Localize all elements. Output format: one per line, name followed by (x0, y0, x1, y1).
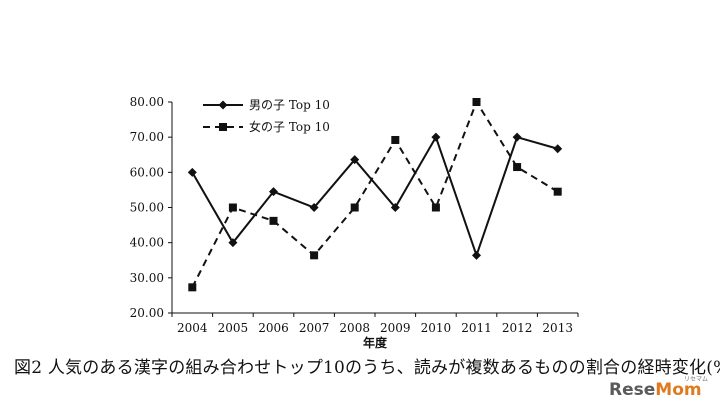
data-point-diamond (187, 167, 197, 177)
data-point-diamond (431, 132, 441, 142)
data-point-diamond (553, 144, 563, 154)
chart-legend: 男の子 Top 10 女の子 Top 10 (203, 98, 330, 134)
series-girls (188, 98, 562, 292)
logo-main: Rese (609, 380, 656, 400)
series-line (191, 134, 558, 259)
data-point-square (188, 283, 197, 292)
logo-subtext: リセマム (684, 376, 709, 383)
x-tick-label: 2012 (502, 321, 533, 335)
data-point-diamond (228, 238, 238, 248)
data-point-square (350, 203, 359, 212)
y-tick-label: 70.00 (130, 130, 164, 144)
data-point-diamond (512, 132, 522, 142)
data-point-diamond (309, 203, 319, 212)
data-point-square (431, 203, 440, 212)
y-tick-label: 80.00 (130, 95, 164, 109)
data-point-diamond (269, 187, 278, 197)
y-axis-ticks: 20.00 30.00 40.00 50.00 60.00 70.00 80.00 (130, 95, 172, 320)
data-point-diamond (350, 155, 360, 165)
x-tick-label: 2004 (177, 321, 208, 335)
x-tick-label: 2013 (542, 321, 573, 335)
y-tick-label: 60.00 (130, 165, 164, 179)
line-chart: 20.00 30.00 40.00 50.00 60.00 70.00 80.00 2004… (130, 95, 579, 350)
x-axis-ticks: 2004 2005 2006 2007 2008 2009 2010 2011 2012 2013 (171, 313, 579, 335)
x-tick-label: 2006 (258, 321, 289, 335)
data-point-square (228, 203, 237, 212)
x-tick-label: 2011 (461, 321, 492, 335)
series-boys (187, 132, 563, 260)
x-axis-label: 年度 (363, 335, 388, 350)
data-point-diamond (390, 203, 400, 212)
data-point-diamond (472, 250, 481, 260)
x-tick-label: 2009 (380, 321, 411, 335)
y-tick-label: 20.00 (130, 306, 164, 320)
x-tick-label: 2008 (339, 321, 370, 335)
figure-caption: 図2 人気のある漢字の組み合わせトップ10のうち、読みが複数あるものの割合の経時… (14, 358, 720, 378)
data-point-square (513, 163, 522, 172)
y-tick-label: 30.00 (130, 271, 164, 285)
data-point-square (310, 251, 319, 260)
legend-item-boys: 男の子 Top 10 (203, 98, 330, 112)
resemom-logo[interactable]: ReseMom (609, 380, 702, 400)
legend-square-icon (219, 123, 227, 131)
x-tick-label: 2010 (421, 321, 452, 335)
x-tick-label: 2007 (299, 321, 330, 335)
logo-accent: Mom (655, 380, 702, 400)
legend-label: 男の子 Top 10 (249, 98, 330, 112)
data-point-square (553, 187, 562, 196)
chart-series (187, 98, 563, 292)
y-tick-label: 50.00 (130, 201, 164, 215)
series-line (191, 99, 559, 288)
y-tick-label: 40.00 (130, 236, 164, 250)
legend-label: 女の子 Top 10 (249, 119, 330, 134)
legend-diamond-icon (218, 100, 228, 110)
x-tick-label: 2005 (218, 321, 249, 335)
legend-item-girls: 女の子 Top 10 (203, 119, 330, 134)
data-point-square (472, 98, 481, 106)
data-point-square (391, 135, 400, 144)
data-point-square (269, 216, 278, 225)
